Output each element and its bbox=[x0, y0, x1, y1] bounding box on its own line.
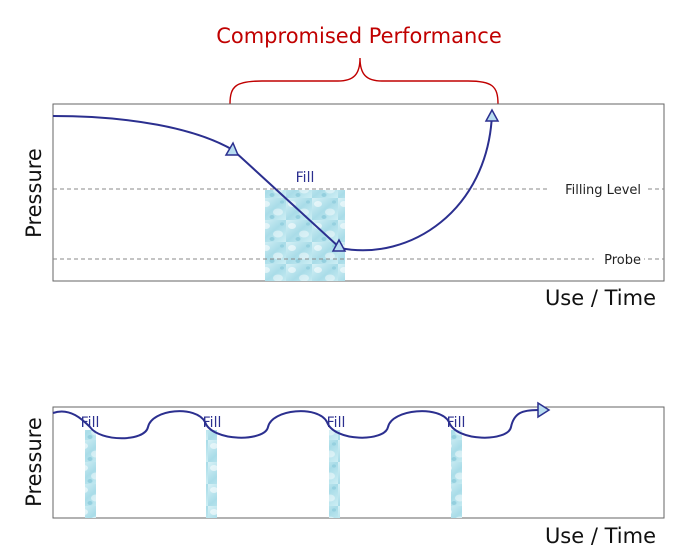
top-diagram: Compromised Performance Fill Filling Lev… bbox=[22, 24, 665, 310]
bottom-x-axis-label: Use / Time bbox=[545, 524, 656, 548]
compromised-performance-label: Compromised Performance bbox=[216, 24, 502, 48]
compromised-performance-brace bbox=[229, 57, 499, 105]
fill-strip-2 bbox=[206, 430, 217, 518]
bottom-fill-label-2: Fill bbox=[203, 415, 222, 431]
bottom-fill-label-1: Fill bbox=[81, 415, 100, 431]
fill-water-block bbox=[265, 190, 345, 281]
curve-marker-bottom bbox=[331, 238, 347, 252]
curve-marker-end bbox=[484, 108, 500, 122]
probe-label: Probe bbox=[604, 253, 641, 268]
top-y-axis-label: Pressure bbox=[22, 148, 46, 238]
bottom-pressure-curve bbox=[52, 409, 539, 440]
bottom-fill-label-3: Fill bbox=[327, 415, 346, 431]
bottom-fill-label-4: Fill bbox=[447, 415, 466, 431]
fill-label: Fill bbox=[296, 170, 315, 186]
bottom-y-axis-label: Pressure bbox=[22, 417, 46, 507]
fill-strip-1 bbox=[85, 430, 96, 518]
fill-strip-3 bbox=[329, 430, 340, 518]
top-plot-frame bbox=[52, 103, 665, 282]
top-x-axis-label: Use / Time bbox=[545, 286, 656, 310]
bottom-diagram: Fill Fill Fill Fill Pressure Use / Time bbox=[22, 401, 665, 548]
bottom-plot-frame bbox=[52, 406, 665, 519]
curve-marker-start bbox=[224, 141, 240, 156]
bottom-curve-end-marker bbox=[537, 401, 551, 419]
filling-level-label: Filling Level bbox=[565, 183, 641, 198]
fill-strip-4 bbox=[451, 430, 462, 518]
